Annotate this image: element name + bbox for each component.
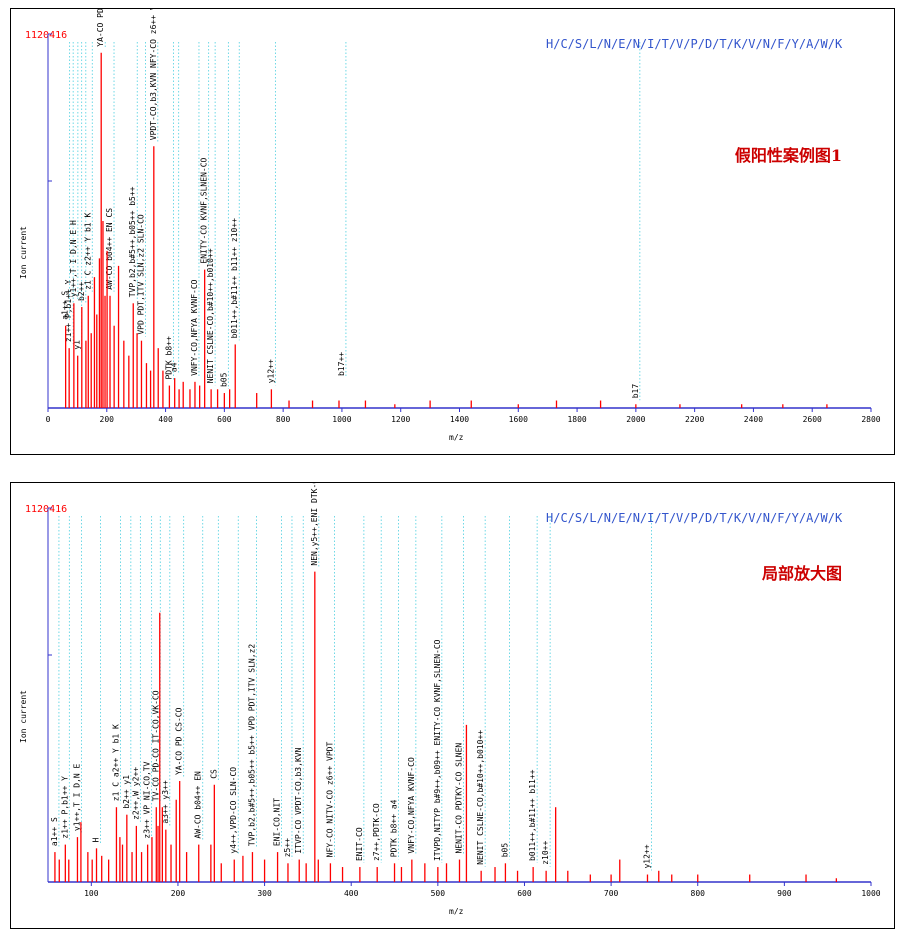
peak-annotation: y1++,T I D,N E [72, 764, 81, 832]
peak-annotation: YA-CO PD CS-CO [96, 9, 105, 47]
x-tick-label: 1800 [567, 415, 586, 424]
peak-annotation: y1++,T I D,N E H [69, 220, 78, 297]
peak-annotation: z7++,PDTK-CO [372, 803, 381, 861]
peak-annotation: z3++ VP NI-CO,TV [143, 761, 152, 838]
x-tick-label: 1000 [332, 415, 351, 424]
x-axis-label: m/z [449, 907, 464, 916]
peak-annotation: y4++,VPD-CO SLN-CO [229, 767, 238, 854]
peak-annotation: NENIT CSLNE-CO,b#10++,b010++ [206, 248, 215, 383]
peak-annotation: H [92, 837, 101, 842]
peak-annotation: VPDT-CO,b3,KVN NFY-CO z6++ VPDT ENIT-CO [149, 9, 158, 140]
peak-annotation: ITVP-CO VPDT-CO,b3,KVN [294, 747, 303, 853]
x-tick-label: 200 [100, 415, 115, 424]
peak-annotation: NENIT CSLNE-CO,b#10++,b010++ [476, 730, 485, 865]
x-tick-label: 800 [691, 889, 706, 898]
peak-annotation: a1++ S [61, 291, 70, 320]
peak-annotation: b17++ [337, 352, 346, 376]
peptide-sequence: H/C/S/L/N/E/N/I/T/V/P/D/T/K/V/N/F/Y/A/W/… [546, 511, 843, 525]
x-tick-label: 600 [217, 415, 232, 424]
peak-annotation: AW-CO b04++ EN CS [105, 208, 114, 290]
peak-annotation: TVP,b2,b#5++,b05++ b5++ VPD PDT,ITV SLN,… [247, 644, 256, 846]
peak-annotation: VNFY-CO,NFYA KVNF-CO [190, 279, 199, 376]
peak-annotation: y12++ [642, 844, 651, 868]
peak-annotation: z2++,W y2++ [131, 767, 140, 820]
spectrum-id-label: 1120416 [25, 504, 68, 515]
peak-annotation: a4 [170, 362, 179, 372]
peak-annotation: z1++ P,b1++ Y [60, 776, 69, 839]
peptide-sequence: H/C/S/L/N/E/N/I/T/V/P/D/T/K/V/N/F/Y/A/W/… [546, 37, 843, 51]
spectrum-panel-full: 1120416 H/C/S/L/N/E/N/I/T/V/P/D/T/K/V/N/… [10, 8, 895, 455]
x-tick-label: 0 [46, 415, 51, 424]
x-tick-label: 2600 [803, 415, 822, 424]
peak-annotation: z1 C a2++ Y b1 K [111, 724, 120, 801]
spectrum-panel-zoom: 1120416 H/C/S/L/N/E/N/I/T/V/P/D/T/K/V/N/… [10, 482, 895, 929]
peak-annotation: NFY-CO NITV-CO z6++ VPDT [325, 742, 334, 858]
peak-annotation: VPD PDT,ITV SLN,z2 SLN-CO [136, 214, 145, 335]
peak-annotation: b17 [631, 384, 640, 399]
peak-annotation: z1 C z2++ Y b1 K [83, 213, 92, 290]
peak-annotation: TVP,b2,b#5++,b05++ b5++ [128, 186, 137, 297]
x-tick-label: 400 [158, 415, 173, 424]
x-tick-label: 1600 [509, 415, 528, 424]
x-tick-label: 300 [257, 889, 272, 898]
peak-annotation: b05 [500, 843, 509, 858]
peak-annotation: y1 [73, 340, 82, 350]
x-tick-label: 2800 [861, 415, 880, 424]
peak-annotation: NEN,y5++,ENI DTK-CO [310, 483, 319, 566]
x-tick-label: 1400 [450, 415, 469, 424]
peak-annotation: AW-CO b04++ EN [194, 771, 203, 839]
peak-annotation: a1++ S [50, 817, 59, 846]
peak-annotation: PDTK b8++ [164, 336, 173, 380]
peak-annotation: a3++ y3++ [161, 780, 170, 824]
x-tick-label: 800 [276, 415, 291, 424]
x-tick-label: 2400 [744, 415, 763, 424]
peak-annotation: z5++ [283, 838, 292, 857]
x-tick-label: 500 [431, 889, 446, 898]
peak-annotation: ENITY-CO KVNF,SLNEN-CO [200, 157, 209, 263]
x-tick-label: 400 [344, 889, 359, 898]
spectrum-plot: 0 200 400 600 800 1000 1200 1400 1600 1800 2000 220… [46, 9, 881, 424]
peak-annotation: ENIT-CO [355, 827, 364, 861]
peak-annotation: ENI-CO,NIT [273, 798, 282, 846]
peak-annotation: VNFY-CO,NFYA KVNF-CO [407, 757, 416, 854]
peak-annotation: z1++ P,b1++ Y [64, 279, 73, 342]
peak-annotation: NENIT-CO PDTKY-CO SLNEN [455, 743, 464, 854]
x-tick-label: 900 [777, 889, 792, 898]
peak-annotation: b2++ [77, 282, 86, 301]
spectrum-id-label: 1120416 [25, 30, 68, 41]
peak-annotation: z10++ [541, 841, 550, 865]
peak-annotation: TV-CO PD-CO IT-CO,VK-CO [151, 690, 160, 801]
x-tick-label: 100 [84, 889, 99, 898]
peak-annotation: b011++,b#11++ b11++ [528, 769, 537, 861]
peak-annotation: y12++ [266, 359, 275, 383]
peak-annotation: CS [209, 769, 218, 779]
x-tick-label: 2200 [685, 415, 704, 424]
x-tick-label: 200 [171, 889, 186, 898]
x-tick-label: 2000 [626, 415, 645, 424]
chart-caption: 假阳性案例图1 [734, 146, 842, 165]
x-tick-label: 700 [604, 889, 619, 898]
peak-annotation: YA-CO PD CS-CO [175, 707, 184, 775]
x-tick-label: 1200 [391, 415, 410, 424]
peak-annotation: b05 [219, 372, 228, 387]
peak-annotation: b2++ y1 [122, 775, 131, 809]
x-tick-label: 600 [517, 889, 532, 898]
peak-annotation: b011++,b#11++ b11++ z10++ [230, 218, 239, 339]
x-tick-label: 1000 [861, 889, 880, 898]
x-axis-label: m/z [449, 433, 464, 442]
peak-annotation: PDTK b8++ a4 [390, 799, 399, 857]
chart-caption: 局部放大图 [761, 564, 842, 583]
peak-annotation: ITVPD,NITYP b#9++,b09++ ENITY-CO KVNF,SL… [433, 639, 442, 861]
